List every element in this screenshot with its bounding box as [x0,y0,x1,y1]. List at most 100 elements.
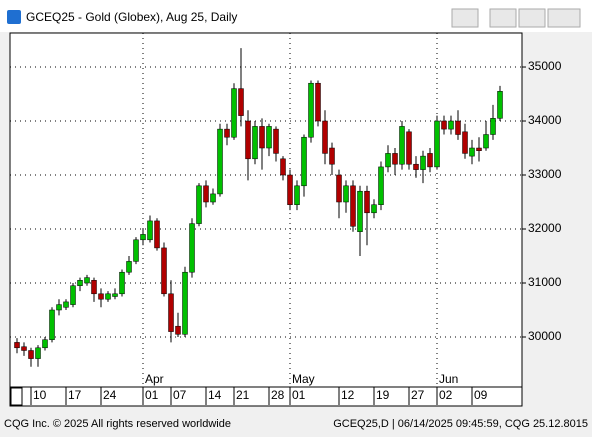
candle-body [350,185,356,227]
candle-body [217,128,223,195]
x-tick-label: 21 [236,388,250,402]
candle-body [21,346,27,351]
scroll-handle[interactable] [10,387,23,406]
y-tick-label: 32000 [528,221,562,235]
candle-body [497,91,503,119]
x-tick-label: 24 [103,388,117,402]
candle-body [231,88,237,138]
candle-body [84,277,90,284]
candle-body [287,174,293,205]
candle-body [483,134,489,149]
candle-body [98,293,104,300]
candle-body [399,126,405,165]
month-label: Apr [145,372,164,386]
candle-body [203,185,209,203]
candle-body [308,82,314,138]
candle-body [280,158,286,176]
candle-body [462,131,468,154]
footer-right: GCEQ25,D | 06/14/2025 09:45:59, CQG 25.1… [333,418,588,430]
y-tick-label: 33000 [528,167,562,181]
candle-body [294,185,300,205]
candle-body [42,339,48,349]
x-tick-label: 02 [439,388,453,402]
candle-body [168,293,174,332]
footer-left: CQG Inc. © 2025 All rights reserved worl… [4,418,231,430]
candle-body [441,120,447,130]
x-tick-label: 01 [292,388,306,402]
candle-body [49,309,55,340]
candle-body [322,120,328,154]
candle-body [161,247,167,295]
y-tick-label: 35000 [528,59,562,73]
candle-body [14,342,20,349]
candle-body [56,304,62,311]
candle-body [413,163,419,170]
window-title: GCEQ25 - Gold (Globex), Aug 25, Daily [26,10,237,24]
candle-body [119,271,125,295]
candle-body [329,147,335,165]
candle-body [133,239,139,262]
candle-body [28,350,34,359]
candle-body [126,261,132,273]
candle-body [336,174,342,203]
x-tick-label: 01 [145,388,159,402]
candle-body [175,325,181,335]
candle-body [273,128,279,154]
candle-body [448,120,454,130]
candle-body [427,153,433,168]
candle-body [315,82,321,122]
candle-body [189,223,195,273]
candle-body [301,136,307,187]
month-label: Jun [439,372,458,386]
candle-body [238,88,244,116]
candle-body [70,285,76,305]
candle-body [371,204,377,214]
candle-body [455,120,461,135]
candle-body [147,220,153,241]
candle-body [259,126,265,149]
y-tick-label: 30000 [528,329,562,343]
candle-body [224,128,230,138]
candle-body [77,280,83,286]
candle-body [105,293,111,300]
candle-body [357,190,363,232]
plot-area [9,32,523,388]
candle-body [182,271,188,335]
candle-body [364,190,370,214]
candle-body [343,185,349,203]
candle-body [378,166,384,205]
candle-body [252,126,258,160]
y-tick-label: 34000 [528,113,562,127]
candle-body [154,220,160,249]
candle-body [476,147,482,151]
candle-body [434,120,440,168]
candle-body [210,193,216,203]
candle-body [385,153,391,168]
app-icon [7,10,21,24]
link-button[interactable] [451,8,479,28]
x-tick-label: 07 [173,388,187,402]
candle-body [196,185,202,224]
x-tick-label: 28 [271,388,285,402]
x-tick-label: 14 [208,388,222,402]
x-tick-label: 27 [411,388,425,402]
candle-body [406,131,412,165]
close-button[interactable] [547,8,581,28]
candle-body [91,280,97,295]
maximize-button[interactable] [518,8,546,28]
month-label: May [292,372,315,386]
x-tick-label: 09 [474,388,488,402]
x-tick-label: 10 [33,388,47,402]
minimize-button[interactable] [489,8,517,28]
x-tick-label: 17 [68,388,82,402]
candle-body [245,120,251,160]
candle-body [392,153,398,165]
x-axis-band [9,386,523,407]
y-tick-label: 31000 [528,275,562,289]
candle-body [420,155,426,170]
x-tick-label: 12 [341,388,355,402]
candle-body [112,293,118,297]
candle-body [63,301,69,308]
